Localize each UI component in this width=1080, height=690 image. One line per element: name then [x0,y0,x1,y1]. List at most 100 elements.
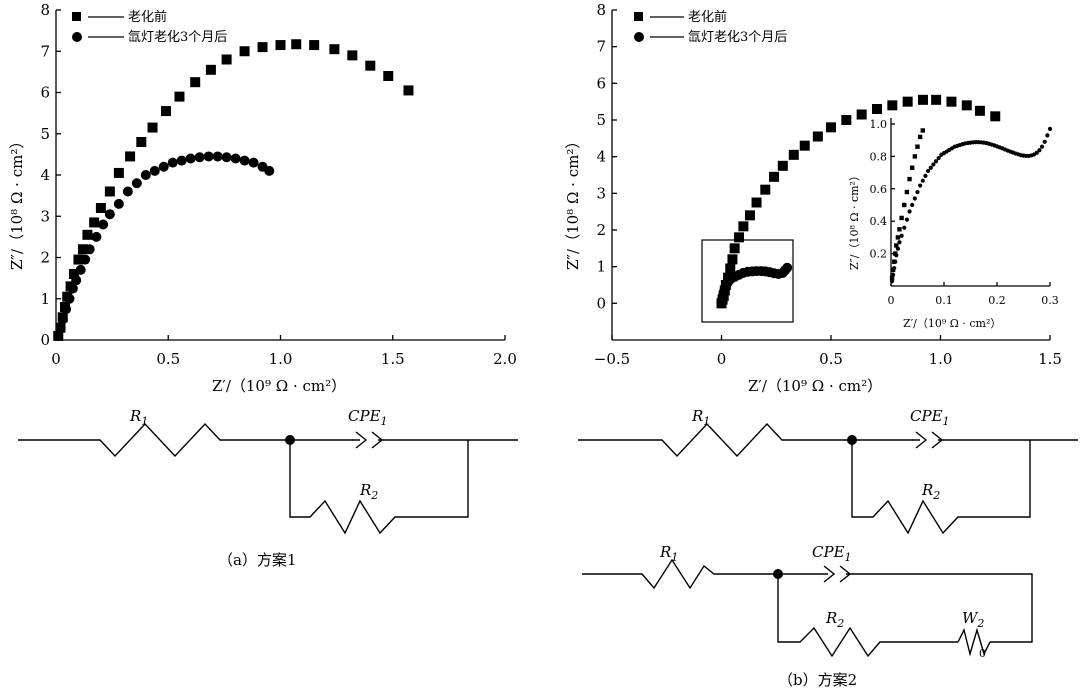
circuit-a-r1-label: R1 [129,407,148,428]
circuit-b1: R1 CPE1 R2 [578,407,1078,535]
data-point-circle [71,275,82,286]
legend-label-before-aging: 老化前 [128,9,167,25]
x-tick-label: 0 [51,350,61,368]
y-tick-label: 7 [40,42,50,60]
inset-point-circle [926,168,931,174]
data-point-circle [239,155,250,166]
data-point-square [946,96,957,107]
data-point-square [329,44,340,55]
data-point-circle [221,152,232,163]
circuit-b2-cpe [820,565,852,583]
data-point-square [729,243,740,254]
x-tick-label: −0.5 [594,350,630,368]
inset-point-circle [912,196,917,201]
data-point-circle [158,161,169,172]
y-tick-label: 2 [596,221,606,239]
data-point-square [902,96,913,107]
data-point-circle [122,186,133,197]
data-point-square [725,263,736,274]
chart-a-y-axis-label: Z″/（10⁸ Ω · cm²） [8,134,26,270]
data-point-square [841,115,852,125]
circuit-b2-w2-label: W2 [962,609,984,630]
inset-point-circle [910,202,915,208]
inset-point-square [910,165,915,170]
chart-b: −0.5 0 0.5 1.0 1.5 0 1 2 3 4 5 6 7 8 老化前 氙灯老化3个月后 Z′/… [564,1,1062,395]
inset-point-circle [1047,126,1053,131]
circuit-b1-wire [851,439,1078,535]
inset-point-circle [928,165,933,170]
data-point-circle [230,153,241,164]
circuit-b1-node [847,435,857,445]
x-tick-label: 0 [717,350,727,368]
circuit-a-wire [18,422,352,458]
data-point-circle [194,152,205,163]
data-point-circle [61,304,72,315]
circuit-b1-r1-label: R1 [691,407,710,428]
inset-point-circle [933,159,939,164]
data-point-circle [98,219,109,230]
data-point-circle [55,322,66,333]
y-tick-label: 6 [596,74,606,92]
chart-a-legend: 老化前 氙灯老化3个月后 [72,9,227,45]
inset-point-circle [1045,133,1050,138]
inset-y-axis-label: Z″/（10⁸ Ω · cm²） [848,170,861,270]
inset-point-square [915,144,920,149]
circuit-b2-caption: （b）方案2 [778,671,857,689]
data-point-circle [84,244,95,255]
legend-label-before-aging: 老化前 [688,9,727,25]
circuit-b2-w0-label: 0 [979,647,986,660]
y-tick-label: 8 [596,1,606,19]
y-tick-label: 4 [40,166,50,184]
circuit-b2-r2-label: R2 [825,609,844,630]
inset-x-tick-label: 0.3 [1041,294,1059,307]
legend-square-marker [72,12,81,21]
chart-b-legend: 老化前 氙灯老化3个月后 [634,9,787,45]
legend-label-after-aging: 氙灯老化3个月后 [128,30,227,45]
inset-point-square [889,275,895,281]
data-point-circle [91,231,102,242]
data-point-circle [104,209,115,220]
y-tick-label: 5 [596,111,606,129]
inset-point-square [917,134,923,140]
circuit-b2-node [773,569,783,579]
circuit-a-cpe [352,431,384,449]
circuit-b1-cpe1-label: CPE1 [910,407,950,428]
data-point-square [744,210,755,221]
inset-point-circle [918,183,923,188]
y-tick-label: 4 [596,148,606,166]
data-point-square [727,254,738,265]
data-point-square [221,54,232,65]
data-point-square [383,71,394,81]
inset-y-tick-label: 0.2 [870,248,888,261]
data-point-circle [67,283,78,294]
data-point-square [174,91,185,102]
inset-point-circle [904,217,910,222]
inset-x-tick-label: 0.1 [935,294,953,307]
data-point-circle [131,178,142,189]
legend-circle-marker [634,32,644,42]
inset-point-circle [907,209,912,214]
circuit-a: R1 CPE1 R2 （a）方案1 [18,407,518,569]
data-point-circle [176,155,187,166]
data-point-square [161,106,172,117]
data-point-square [347,50,358,61]
data-point-circle [782,262,793,273]
circuit-b2-r1-label: R1 [659,543,678,564]
circuit-a-wire [289,439,518,535]
y-tick-label: 2 [40,249,50,267]
inset-point-square [904,189,910,195]
inset-point-circle [920,178,925,183]
circuit-a-node [285,435,295,445]
inset-point-circle [897,240,902,245]
inset-point-circle [893,259,898,264]
y-tick-label: 0 [596,294,606,312]
data-point-square [73,254,84,265]
x-tick-label: 1.0 [929,350,953,368]
inset-point-circle [1037,148,1042,153]
data-point-circle [203,151,214,162]
data-point-square [291,39,302,50]
data-point-square [95,203,106,213]
data-point-square [68,269,79,279]
inset-point-circle [899,233,904,238]
